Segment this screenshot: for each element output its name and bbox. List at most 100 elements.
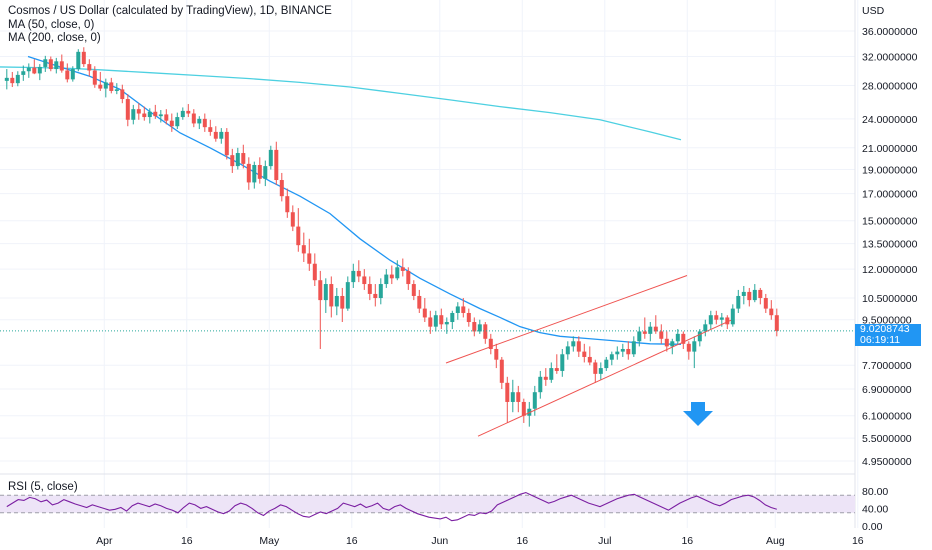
price-tick-label: 32.0000000 <box>862 52 918 64</box>
candle <box>395 260 400 281</box>
candle-body <box>158 114 163 117</box>
last-price-tag: 9.0208743 06:19:11 <box>855 324 921 346</box>
time-tick-label: 16 <box>181 535 193 547</box>
candle-body <box>120 89 125 100</box>
candle <box>620 343 625 357</box>
candle <box>675 329 680 344</box>
candle-body <box>301 245 306 254</box>
candle-body <box>477 324 482 332</box>
candle <box>455 302 460 320</box>
candle-body <box>65 70 70 80</box>
candle-body <box>323 284 328 301</box>
candle <box>389 265 394 285</box>
candle-body <box>626 348 631 355</box>
candle-body <box>708 315 713 325</box>
candle <box>378 278 383 305</box>
candle-body <box>752 289 757 301</box>
candle-body <box>362 276 367 285</box>
candle-body <box>703 324 708 332</box>
candle <box>642 317 647 339</box>
candle-body <box>686 343 691 352</box>
candle-body <box>532 392 537 409</box>
candle <box>285 188 290 218</box>
candle-body <box>428 317 433 327</box>
candle <box>461 298 466 318</box>
candle <box>169 113 174 132</box>
candle <box>213 126 218 142</box>
candle-body <box>736 295 741 309</box>
ma50-path <box>27 55 682 345</box>
candle <box>54 57 59 74</box>
candle <box>769 300 774 320</box>
candle-body <box>648 326 653 334</box>
price-axis-labels: 36.0000000 32.0000000 28.0000000 24.0000000… <box>862 26 918 468</box>
channel-lower-line <box>477 319 732 437</box>
candle-body <box>725 317 730 325</box>
candle-body <box>356 270 361 277</box>
candle <box>340 287 345 323</box>
candle <box>494 343 499 369</box>
candle <box>604 356 609 371</box>
candle-body <box>43 59 48 67</box>
candle-body <box>422 308 427 318</box>
candle-body <box>417 295 422 309</box>
candle-body <box>763 298 768 309</box>
candle-body <box>241 153 246 164</box>
ma200-path <box>0 66 682 141</box>
candle-body <box>406 270 411 285</box>
candle <box>296 208 301 252</box>
candle <box>483 322 488 344</box>
candle <box>664 331 669 352</box>
ma50-legend[interactable]: MA (50, close, 0) <box>8 19 95 31</box>
candle-body <box>675 333 680 342</box>
price-tick-label: 12.0000000 <box>862 264 918 276</box>
candle-body <box>714 315 719 320</box>
candle <box>774 308 779 337</box>
candle-body <box>549 368 554 380</box>
candle <box>191 109 196 128</box>
candle <box>653 315 658 334</box>
candle <box>70 66 75 82</box>
candle <box>301 232 306 262</box>
chart-title: Cosmos / US Dollar (calculated by Tradin… <box>8 5 332 17</box>
candle <box>692 336 697 369</box>
candle-body <box>285 196 290 213</box>
candle <box>356 260 361 283</box>
candle <box>142 106 147 121</box>
candle-body <box>499 359 504 383</box>
candle <box>367 276 372 301</box>
candle <box>532 385 537 416</box>
candle <box>186 104 191 118</box>
candle <box>439 308 444 330</box>
candle <box>565 341 570 360</box>
candle-body <box>175 117 180 127</box>
price-channel <box>445 275 732 437</box>
price-tick-label: 10.5000000 <box>862 293 918 305</box>
time-axis-labels: Apr 16 May 16 Jun 16 Jul 16 Aug 16 <box>96 535 864 547</box>
candle <box>98 71 103 91</box>
ma200-legend[interactable]: MA (200, close, 0) <box>8 32 101 44</box>
candle <box>450 310 455 330</box>
candle-body <box>554 368 559 371</box>
candle-body <box>186 110 191 114</box>
candle <box>499 356 504 390</box>
candle-body <box>351 270 356 283</box>
candle-body <box>202 118 207 128</box>
candle <box>158 110 163 123</box>
candle <box>59 54 64 73</box>
candle <box>648 322 653 342</box>
candle <box>131 104 136 125</box>
price-tick-label: 13.5000000 <box>862 239 918 251</box>
candle-body <box>312 263 317 281</box>
candle <box>268 145 273 170</box>
candle-body <box>15 74 20 84</box>
rsi-legend[interactable]: RSI (5, close) <box>8 481 78 493</box>
candle-body <box>719 317 724 320</box>
candle <box>466 308 471 327</box>
channel-upper-line <box>445 275 688 364</box>
candle <box>373 284 378 307</box>
candle <box>670 338 675 355</box>
candle-body <box>681 333 686 344</box>
candle-body <box>307 253 312 264</box>
candle-body <box>769 308 774 316</box>
